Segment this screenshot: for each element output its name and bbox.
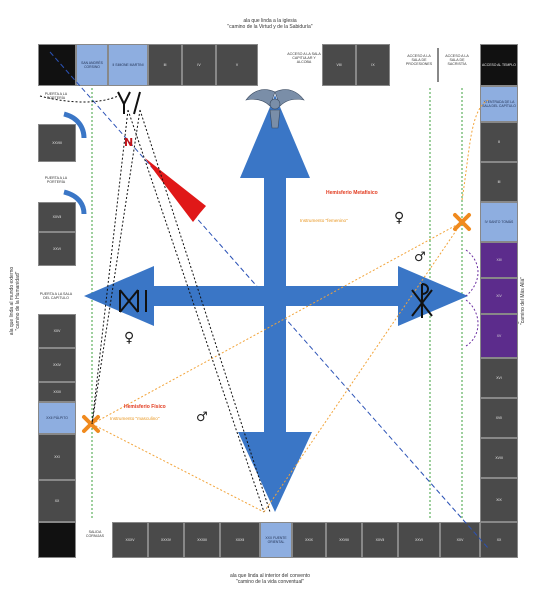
male-symbol-icon-right: ♂ xyxy=(414,250,426,265)
orange-line-2 xyxy=(91,423,265,513)
chi-rho-symbol xyxy=(411,283,433,318)
right-cell-1: XI ENTRADA DE LA SALA DEL CAPÍTULO xyxy=(480,86,518,122)
bottom-cell-2: XXXIV xyxy=(148,522,184,558)
right-cell-0: ACCESO AL TEMPLO xyxy=(480,44,518,86)
right-cell-9: XVII xyxy=(480,398,518,438)
left-cell-4: XXIV xyxy=(38,348,76,382)
left-cell-6: XXII PÚLPITO xyxy=(38,402,76,434)
top-cell-1: SAN ANDRÉS CORSINO xyxy=(76,44,108,86)
north-label: N xyxy=(124,136,134,149)
bottom-cell-8: XXVIII xyxy=(326,522,362,558)
top-cell-5: V xyxy=(216,44,258,86)
black-curve xyxy=(39,95,119,103)
right-cell-6: XIV xyxy=(480,278,518,314)
bottom-door-note: SALIDA CORNIJAS xyxy=(85,530,105,539)
top-caption: ala que linda a la iglesia "camino de la… xyxy=(170,18,370,30)
top-cell-corner xyxy=(38,44,76,86)
black-line-4 xyxy=(139,109,271,513)
y-symbol xyxy=(117,91,141,115)
bottom-caption-line2: "camino de la vida conventual" xyxy=(235,579,305,585)
bottom-cell-3: XXXIII xyxy=(184,522,220,558)
orange-line-3 xyxy=(263,221,463,513)
top-door-note-3: ACCESO A LA SALA DE SACRISTÍA xyxy=(445,54,469,67)
right-cell-4: IV SANTO TOMÁS xyxy=(480,202,518,242)
bottom-cell-1: XXXV xyxy=(112,522,148,558)
eagle-emblem xyxy=(245,89,305,129)
top-cell-2: II SIMONE MARTINI xyxy=(108,44,148,86)
female-symbol-icon-left: ♀ xyxy=(124,330,135,346)
left-door-note-1: PUERTA A LA PORTERÍA xyxy=(44,92,68,101)
left-blue-arrow-2 xyxy=(63,189,87,215)
left-cell-1: XXVII xyxy=(38,202,76,232)
right-cell-7: XV xyxy=(480,314,518,358)
black-line-2 xyxy=(127,109,265,513)
left-cell-0: XXVIII xyxy=(38,124,76,162)
left-door-note-2: PUERTA A LA PORTERÍA xyxy=(44,176,68,185)
right-cell-3: III xyxy=(480,162,518,202)
female-symbol-icon-right: ♀ xyxy=(394,210,405,226)
bottom-cell-10: XXVI xyxy=(398,522,440,558)
top-door-note-1: ACCESO A LA SALA CAPITULAR Y ALCOBA xyxy=(287,52,321,65)
left-emblem xyxy=(119,289,147,313)
top-caption-line2: "camino de la Virtud y de la Sabiduría" xyxy=(227,24,313,30)
bottom-caption: ala que linda al interior del convento "… xyxy=(170,573,370,585)
orange-curve xyxy=(461,99,489,201)
bottom-cell-4: XXXII xyxy=(220,522,260,558)
male-symbol-icon-left: ♂ xyxy=(196,410,208,425)
bottom-caption-line1: ala que linda al interior del convento xyxy=(229,573,311,579)
left-cell-2: XXVI xyxy=(38,232,76,266)
feminine-instrument-label: Instrumento "femenino" xyxy=(300,218,348,223)
blue-cross xyxy=(84,95,468,512)
bottom-cell-9: XXVII xyxy=(362,522,398,558)
bottom-cell-7: XXIX xyxy=(292,522,326,558)
bottom-cell-6: XXX FUENTE ORIENTAL xyxy=(260,522,292,558)
black-line-3 xyxy=(91,109,141,425)
left-cell-9 xyxy=(38,522,76,558)
top-cell-6: VIII xyxy=(322,44,356,86)
physical-hemisphere-label: Hemisferio Físico xyxy=(124,404,166,410)
top-cell-7: IX xyxy=(356,44,390,86)
top-caption-line1: ala que linda a la iglesia xyxy=(243,18,297,24)
purple-curve-1 xyxy=(465,249,479,297)
left-cell-3: XXV xyxy=(38,314,76,348)
black-line-1 xyxy=(91,109,129,425)
left-blue-arrow-1 xyxy=(63,111,87,139)
top-cell-4: IV xyxy=(182,44,216,86)
bottom-cell-11: XXV xyxy=(440,522,480,558)
top-cell-3: III xyxy=(148,44,182,86)
left-door-note-3: PUERTA A LA SALA DEL CAPÍTULO xyxy=(39,292,73,301)
orange-x-right-b xyxy=(453,213,471,231)
right-cell-11: XIX xyxy=(480,478,518,522)
right-cell-5: XIII xyxy=(480,242,518,278)
masculine-instrument-label: Instrumento "masculino" xyxy=(110,416,160,421)
top-door-note-2: ACCESO A LA SALA DE PROCESIONES xyxy=(405,54,433,67)
purple-curve-2 xyxy=(465,299,479,347)
orange-x-left-b xyxy=(82,415,100,433)
left-cell-8: XX xyxy=(38,480,76,522)
metaphysical-hemisphere-label: Hemisferio Metafísico xyxy=(326,190,378,196)
left-cell-7: XXI xyxy=(38,434,76,480)
left-cell-5: XXIII xyxy=(38,382,76,402)
right-cell-2: II xyxy=(480,122,518,162)
north-arrow xyxy=(145,158,206,222)
right-cell-8: XVI xyxy=(480,358,518,398)
right-cell-10: XVIII xyxy=(480,438,518,478)
